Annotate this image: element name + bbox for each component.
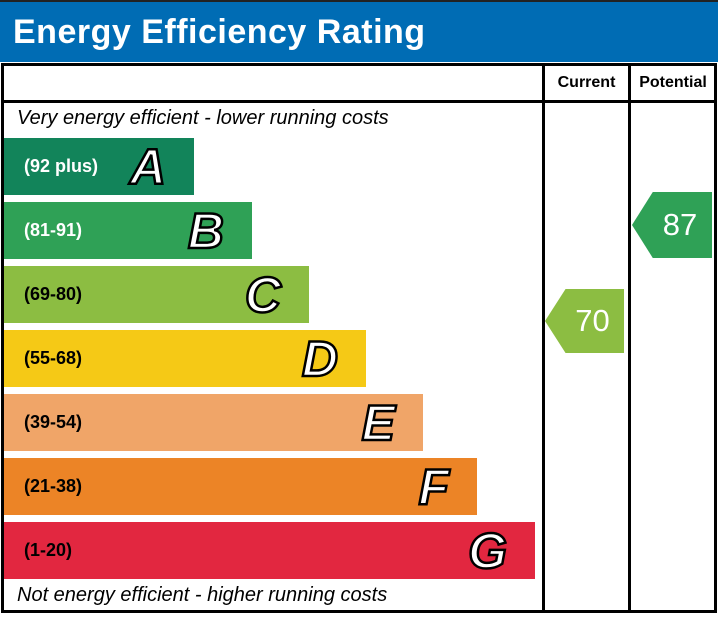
band-c: (69-80) C — [4, 266, 309, 323]
band-e-range-label: (39-54) — [24, 412, 83, 432]
band-a: (92 plus) A — [4, 138, 194, 195]
current-rating-value: 70 — [575, 303, 610, 338]
band-d-range-label: (55-68) — [24, 348, 83, 368]
current-column-divider — [542, 63, 545, 613]
band-b-range-label: (81-91) — [24, 220, 83, 240]
band-d-letter: D — [301, 330, 340, 387]
band-c-range-label: (69-80) — [24, 284, 83, 304]
column-header-current: Current — [557, 74, 616, 91]
potential-rating-value: 87 — [662, 207, 698, 242]
band-f-range-label: (21-38) — [24, 476, 83, 496]
band-f: (21-38) F — [4, 458, 477, 515]
band-f-letter: F — [417, 458, 450, 515]
band-a-letter: A — [129, 138, 168, 195]
caption-not-efficient: Not energy efficient - higher running co… — [17, 584, 388, 606]
title-bar: Energy Efficiency Rating — [0, 2, 718, 62]
band-b-letter: B — [187, 202, 226, 259]
window-top-edge — [0, 0, 718, 2]
header-row-divider — [1, 100, 717, 103]
band-g-letter: G — [467, 522, 508, 579]
band-g: (1-20) G — [4, 522, 535, 579]
band-c-letter: C — [244, 266, 283, 323]
band-d: (55-68) D — [4, 330, 366, 387]
band-e-letter: E — [360, 394, 396, 451]
potential-column-divider — [628, 63, 631, 613]
column-header-potential: Potential — [639, 74, 707, 91]
band-a-range-label: (92 plus) — [24, 156, 99, 176]
caption-very-efficient: Very energy efficient - lower running co… — [17, 107, 389, 129]
page-title: Energy Efficiency Rating — [13, 12, 426, 51]
band-g-range-label: (1-20) — [24, 540, 73, 560]
band-e: (39-54) E — [4, 394, 423, 451]
band-b: (81-91) B — [4, 202, 252, 259]
potential-rating-arrow: 87 — [632, 192, 712, 258]
